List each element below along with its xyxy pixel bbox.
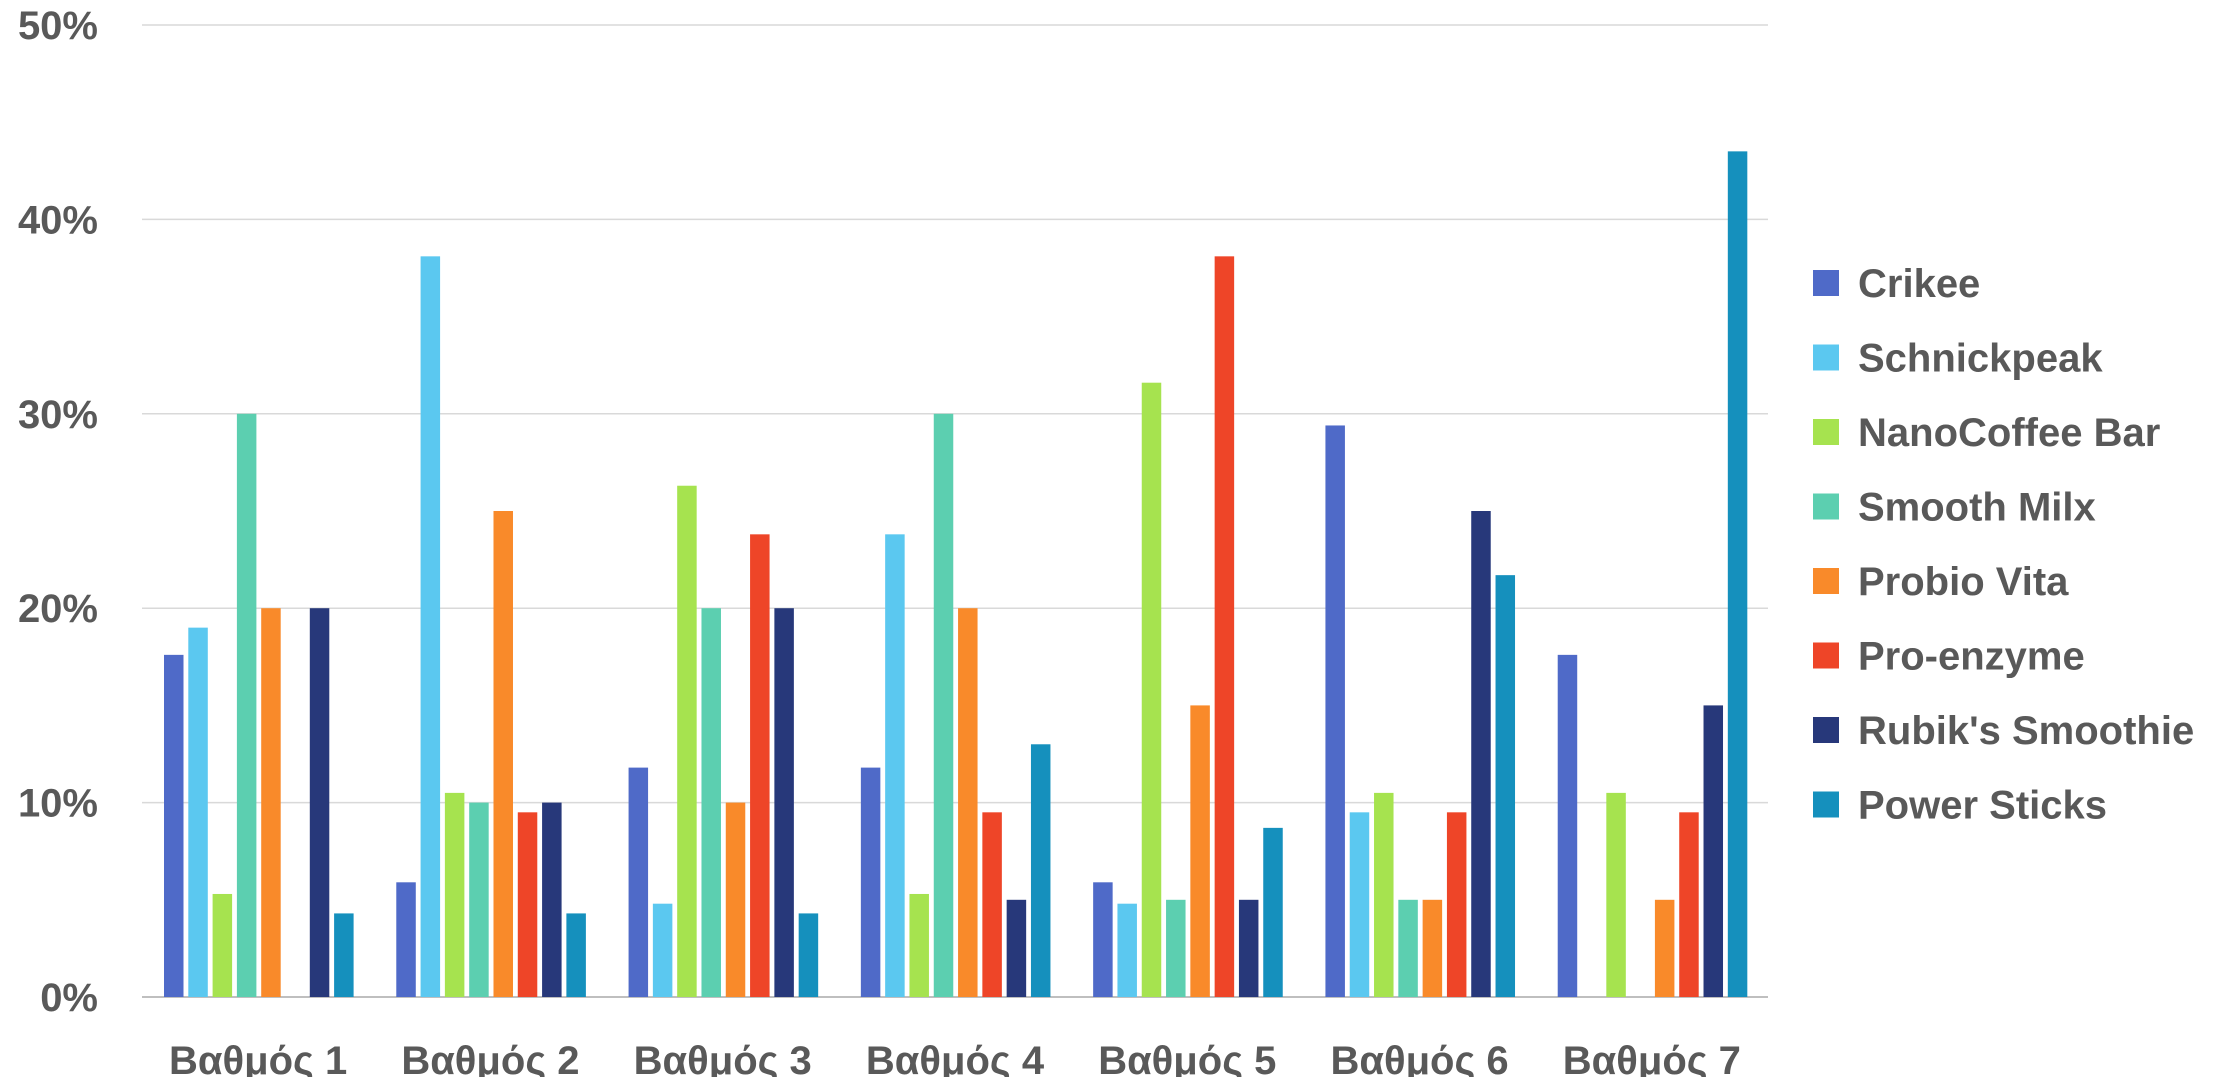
y-tick-label: 20% — [18, 587, 98, 631]
bar — [1679, 812, 1699, 997]
bar — [261, 608, 281, 997]
bar — [1606, 792, 1626, 997]
bar — [1471, 511, 1491, 997]
bar — [1214, 256, 1235, 997]
legend-label: Power Sticks — [1858, 784, 2107, 828]
bar — [566, 913, 586, 997]
bar — [774, 608, 794, 997]
x-tick-label: Βαθμός 6 — [1330, 1039, 1508, 1077]
legend-label: Pro-enzyme — [1858, 635, 2085, 679]
bar — [982, 812, 1002, 997]
bar — [517, 812, 538, 997]
y-tick-label: 0% — [40, 976, 98, 1020]
bar — [1263, 827, 1283, 997]
bar — [542, 802, 562, 997]
x-tick-label: Βαθμός 3 — [634, 1039, 812, 1077]
legend-swatch — [1813, 791, 1839, 818]
bar — [469, 802, 489, 997]
bar — [1093, 882, 1113, 997]
x-axis: Βαθμός 1 Βαθμός 2 Βαθμός 3 Βαθμός 4 Βαθμός 5… — [169, 1039, 1741, 1077]
bars — [164, 151, 1748, 998]
bar — [188, 627, 208, 997]
legend: Crikee Schnickpeak NanoCoffee Bar Smooth Mi… — [1813, 262, 2194, 828]
bar — [1727, 151, 1748, 998]
bar — [677, 485, 697, 997]
y-tick-label: 10% — [18, 782, 98, 826]
x-tick-label: Βαθμός 1 — [169, 1039, 347, 1077]
bar — [309, 608, 330, 997]
legend-label: Probio Vita — [1858, 560, 2069, 604]
bar — [701, 608, 721, 997]
legend-label: Crikee — [1858, 262, 1980, 306]
legend-swatch — [1813, 493, 1839, 520]
bar — [212, 893, 233, 997]
bar — [909, 893, 929, 997]
bar — [1006, 899, 1027, 997]
bar — [1166, 899, 1186, 997]
bar — [652, 903, 673, 997]
bar — [750, 534, 770, 997]
bar — [1557, 654, 1578, 997]
legend-swatch — [1813, 717, 1839, 743]
legend-label: Rubik's Smoothie — [1858, 709, 2194, 753]
bar — [444, 792, 465, 997]
gridlines — [142, 24, 1768, 998]
bar — [725, 802, 746, 997]
bar — [1422, 899, 1443, 997]
bar — [334, 913, 354, 997]
bar — [420, 256, 441, 997]
legend-swatch — [1813, 568, 1839, 594]
bar — [958, 608, 978, 997]
bar — [1654, 899, 1675, 997]
bar — [628, 767, 649, 997]
bar — [798, 913, 819, 997]
legend-swatch — [1813, 344, 1839, 371]
y-tick-label: 30% — [18, 393, 98, 437]
bar — [1238, 899, 1259, 997]
bar — [1141, 382, 1162, 997]
legend-label: Smooth Milx — [1858, 486, 2096, 530]
bar — [1349, 812, 1370, 997]
bar — [164, 654, 184, 997]
x-tick-label: Βαθμός 5 — [1098, 1039, 1276, 1077]
bar — [1495, 575, 1516, 997]
y-tick-label: 50% — [18, 4, 98, 48]
bar — [933, 413, 954, 997]
bar — [1030, 744, 1051, 997]
bar — [1190, 705, 1210, 997]
legend-label: Schnickpeak — [1858, 337, 2103, 381]
legend-swatch — [1813, 270, 1839, 296]
bar — [860, 767, 881, 997]
legend-label: NanoCoffee Bar — [1858, 411, 2160, 455]
legend-swatch — [1813, 642, 1839, 669]
legend-swatch — [1813, 419, 1839, 445]
bar — [493, 511, 513, 997]
bar — [1325, 425, 1345, 997]
x-tick-label: Βαθμός 4 — [866, 1039, 1045, 1077]
bar — [885, 534, 905, 997]
x-tick-label: Βαθμός 7 — [1563, 1039, 1741, 1077]
y-tick-label: 40% — [18, 198, 98, 242]
bar — [1374, 792, 1394, 997]
bar — [236, 413, 257, 997]
bar — [396, 882, 416, 997]
bar — [1446, 812, 1467, 997]
y-axis: 0% 10% 20% 30% 40% 50% — [18, 4, 98, 1020]
bar — [1398, 899, 1418, 997]
x-tick-label: Βαθμός 2 — [401, 1039, 579, 1077]
bar — [1703, 705, 1724, 997]
bar — [1117, 903, 1137, 997]
